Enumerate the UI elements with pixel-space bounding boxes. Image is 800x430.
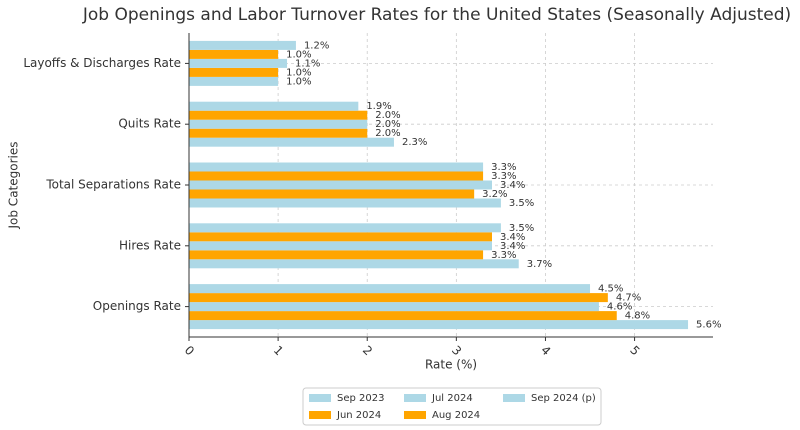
legend-swatch	[309, 394, 331, 402]
bar	[189, 180, 492, 190]
value-label: 2.0%	[375, 119, 400, 130]
x-tick-label: 1	[271, 343, 286, 358]
value-label: 4.5%	[598, 284, 623, 295]
bar	[189, 101, 359, 111]
legend-label: Jul 2024	[431, 393, 473, 404]
bar	[189, 223, 501, 233]
bar	[189, 137, 394, 147]
value-label: 2.3%	[402, 137, 427, 148]
value-label: 1.0%	[286, 67, 311, 78]
legend-swatch	[503, 394, 525, 402]
value-label: 2.0%	[375, 128, 400, 139]
legend-label: Sep 2024 (p)	[531, 393, 596, 404]
value-label: 5.6%	[696, 320, 721, 331]
x-tick-label: 3	[449, 343, 464, 358]
bar	[189, 293, 608, 303]
bar	[189, 259, 519, 269]
bar	[189, 76, 279, 86]
value-label: 1.2%	[304, 40, 329, 51]
bar	[189, 49, 279, 59]
bar	[189, 58, 288, 68]
legend-label: Sep 2023	[337, 393, 384, 404]
bar	[189, 284, 591, 294]
value-label: 3.4%	[500, 241, 525, 252]
y-tick-label: Layoffs & Discharges Rate	[23, 56, 181, 70]
y-tick-label: Openings Rate	[93, 299, 181, 313]
value-label: 1.0%	[286, 76, 311, 87]
bar	[189, 320, 689, 330]
bar	[189, 119, 368, 129]
x-tick-label: 4	[538, 343, 553, 358]
y-tick-label: Quits Rate	[118, 117, 181, 131]
value-label: 3.4%	[500, 232, 525, 243]
value-label: 3.2%	[482, 189, 507, 200]
bar	[189, 189, 475, 199]
y-tick-label: Total Separations Rate	[45, 178, 181, 192]
legend-swatch	[404, 394, 426, 402]
value-label: 2.0%	[375, 110, 400, 121]
value-label: 3.7%	[527, 259, 552, 270]
y-axis-label: Job Categories	[7, 142, 21, 230]
value-label: 3.3%	[491, 162, 516, 173]
bar	[189, 162, 484, 172]
bar	[189, 110, 368, 120]
value-label: 4.8%	[625, 311, 650, 322]
value-label: 3.5%	[509, 198, 534, 209]
legend-swatch	[309, 411, 331, 419]
value-label: 3.3%	[491, 171, 516, 182]
value-label: 3.4%	[500, 180, 525, 191]
bar	[189, 232, 492, 242]
legend-label: Jun 2024	[336, 410, 381, 421]
legend-label: Aug 2024	[432, 410, 480, 421]
x-tick-label: 0	[182, 343, 197, 358]
bar	[189, 128, 368, 138]
bar	[189, 171, 484, 181]
legend-swatch	[404, 411, 426, 419]
bar	[189, 67, 279, 77]
value-label: 4.6%	[607, 302, 632, 313]
value-label: 1.1%	[295, 58, 320, 69]
value-label: 1.0%	[286, 49, 311, 60]
bar	[189, 250, 484, 260]
bar	[189, 302, 599, 312]
x-tick-label: 2	[360, 343, 375, 358]
bar	[189, 311, 617, 321]
legend-box	[302, 387, 602, 426]
x-tick-label: 5	[627, 343, 642, 358]
bar	[189, 40, 296, 50]
value-label: 1.9%	[366, 101, 391, 112]
bar	[189, 198, 501, 208]
y-tick-label: Hires Rate	[119, 238, 181, 252]
x-axis-label: Rate (%)	[425, 358, 477, 372]
value-label: 4.7%	[616, 293, 641, 304]
value-label: 3.5%	[509, 223, 534, 234]
value-label: 3.3%	[491, 250, 516, 261]
bar	[189, 241, 492, 251]
chart-title: Job Openings and Labor Turnover Rates fo…	[82, 5, 791, 25]
